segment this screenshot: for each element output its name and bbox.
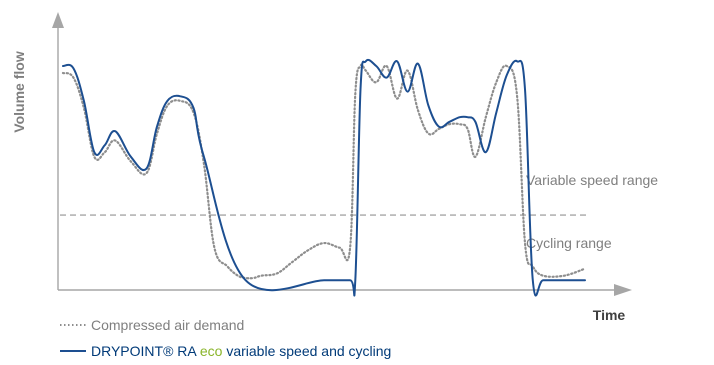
series-line-demand bbox=[61, 63, 587, 280]
cycling-range-label: Cycling range bbox=[526, 235, 612, 251]
legend-brand: DRYPOINT® RA bbox=[91, 343, 200, 359]
y-axis-label: Volume flow bbox=[11, 51, 27, 133]
legend-item-drypoint: DRYPOINT® RA eco variable speed and cycl… bbox=[60, 343, 391, 359]
legend-item-demand: Compressed air demand bbox=[60, 317, 244, 333]
series-layer bbox=[61, 58, 587, 297]
legend-eco: eco bbox=[200, 343, 223, 359]
legend-label-demand: Compressed air demand bbox=[91, 317, 244, 333]
legend-label-drypoint: DRYPOINT® RA eco variable speed and cycl… bbox=[91, 343, 391, 359]
legend-rest: variable speed and cycling bbox=[222, 343, 391, 359]
axes: Volume flow Time bbox=[11, 12, 632, 323]
variable-speed-range-label: Variable speed range bbox=[526, 172, 658, 188]
y-axis-arrow bbox=[52, 12, 64, 28]
x-axis-arrow bbox=[614, 284, 632, 296]
threshold: Variable speed range Cycling range bbox=[60, 172, 658, 251]
x-axis-label: Time bbox=[593, 307, 626, 323]
legend: Compressed air demand DRYPOINT® RA eco v… bbox=[60, 317, 391, 359]
series-line-drypoint bbox=[62, 58, 586, 297]
